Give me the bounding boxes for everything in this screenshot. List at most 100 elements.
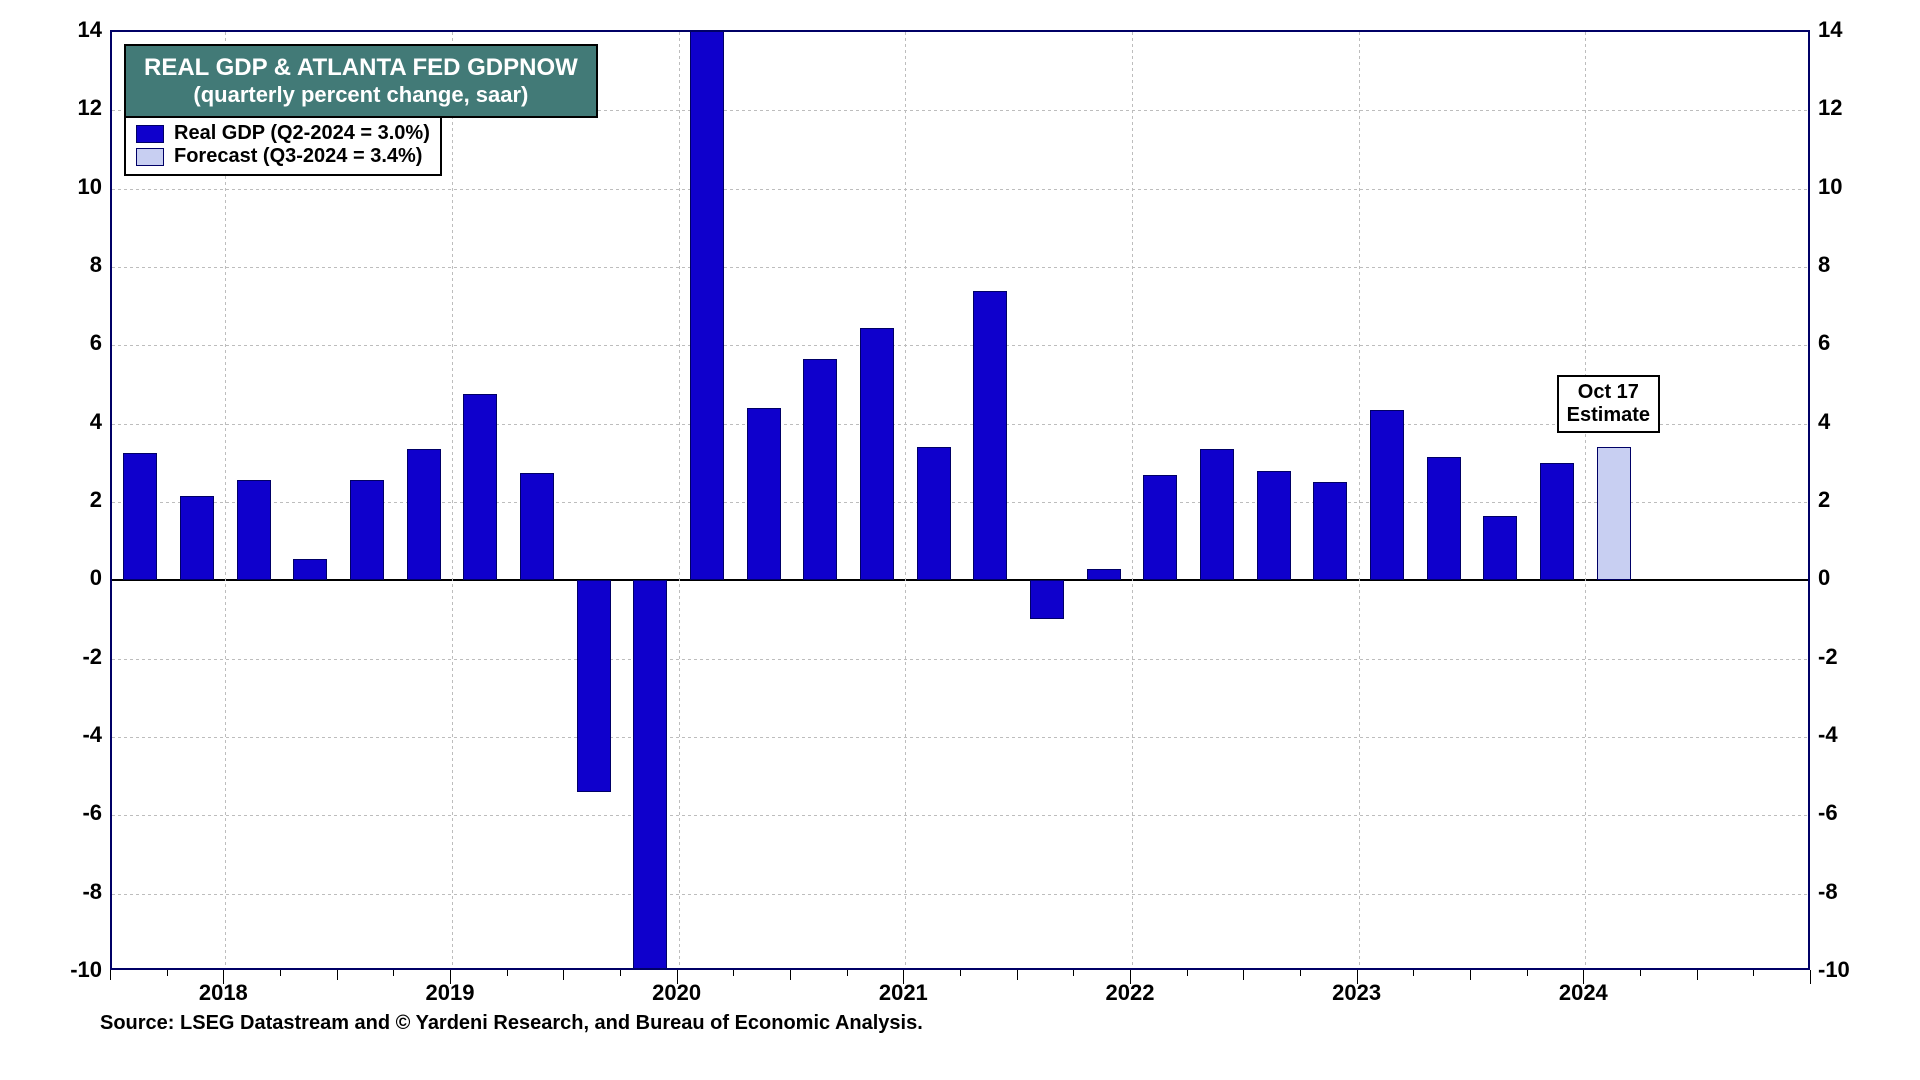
x-tick-mark [393, 970, 394, 976]
bar-real [860, 328, 894, 581]
bar-forecast [1597, 447, 1631, 580]
y-tick-label-left: -8 [60, 879, 102, 905]
bar-real [1313, 482, 1347, 580]
y-tick-label-right: 10 [1818, 174, 1842, 200]
gridline-h [112, 659, 1808, 660]
bar-real [1143, 475, 1177, 581]
gridline-h [112, 737, 1808, 738]
annotation-line2: Estimate [1567, 404, 1650, 427]
x-tick-mark [337, 970, 338, 980]
bar-real [803, 359, 837, 580]
chart-title-line2: (quarterly percent change, saar) [144, 82, 578, 108]
x-tick-mark [450, 970, 451, 984]
legend-swatch [136, 148, 164, 166]
bar-real [747, 408, 781, 580]
y-tick-label-left: -4 [60, 722, 102, 748]
bar-real [633, 580, 667, 970]
x-tick-mark [223, 970, 224, 984]
bar-real [237, 480, 271, 580]
x-tick-mark [1527, 970, 1528, 976]
gdp-chart: -10-8-6-4-202468101214 -10-8-6-4-2024681… [60, 30, 1860, 1050]
y-tick-label-right: 2 [1818, 487, 1830, 513]
x-tick-mark [110, 970, 111, 980]
y-tick-label-right: 12 [1818, 95, 1842, 121]
annotation-line1: Oct 17 [1567, 381, 1650, 404]
bar-real [1540, 463, 1574, 581]
x-tick-mark [1810, 970, 1811, 984]
legend-label: Forecast (Q3-2024 = 3.4%) [174, 145, 422, 168]
bar-real [1427, 457, 1461, 580]
x-tick-mark [847, 970, 848, 976]
bar-real [690, 30, 724, 580]
bar-real [917, 447, 951, 580]
y-tick-label-right: -6 [1818, 800, 1838, 826]
y-tick-label-left: 4 [60, 409, 102, 435]
bar-real [463, 394, 497, 580]
y-tick-label-right: -4 [1818, 722, 1838, 748]
legend-item: Real GDP (Q2-2024 = 3.0%) [136, 122, 430, 145]
x-tick-mark [1583, 970, 1584, 984]
x-tick-mark [1017, 970, 1018, 980]
chart-title-panel: REAL GDP & ATLANTA FED GDPNOW (quarterly… [124, 44, 598, 118]
y-tick-label-left: 12 [60, 95, 102, 121]
x-tick-mark [790, 970, 791, 980]
x-tick-mark [960, 970, 961, 976]
gridline-h [112, 189, 1808, 190]
gridline-v [1132, 32, 1133, 968]
x-tick-mark [563, 970, 564, 980]
x-tick-mark [620, 970, 621, 976]
bar-real [973, 291, 1007, 581]
x-tick-mark [1640, 970, 1641, 976]
gridline-h [112, 815, 1808, 816]
y-tick-label-left: 0 [60, 565, 102, 591]
gridline-v [1585, 32, 1586, 968]
y-tick-label-left: -6 [60, 800, 102, 826]
annotation-estimate: Oct 17 Estimate [1557, 375, 1660, 433]
bar-real [350, 480, 384, 580]
legend-panel: Real GDP (Q2-2024 = 3.0%)Forecast (Q3-20… [124, 116, 442, 176]
y-tick-label-left: 10 [60, 174, 102, 200]
x-tick-mark [507, 970, 508, 976]
gridline-v [905, 32, 906, 968]
x-tick-mark [1187, 970, 1188, 976]
x-tick-mark [1697, 970, 1698, 980]
bar-real [1483, 516, 1517, 581]
y-tick-label-right: -2 [1818, 644, 1838, 670]
bar-real [577, 580, 611, 792]
bar-real [407, 449, 441, 580]
x-tick-mark [903, 970, 904, 984]
bar-real [1087, 569, 1121, 581]
bar-real [1200, 449, 1234, 580]
y-tick-label-right: 8 [1818, 252, 1830, 278]
x-tick-mark [1357, 970, 1358, 984]
bar-real [123, 453, 157, 580]
gridline-v [452, 32, 453, 968]
gridline-v [679, 32, 680, 968]
x-tick-mark [1300, 970, 1301, 976]
gridline-h [112, 894, 1808, 895]
x-tick-mark [1243, 970, 1244, 980]
y-tick-label-left: 2 [60, 487, 102, 513]
x-tick-mark [1073, 970, 1074, 976]
bar-real [180, 496, 214, 580]
gridline-h [112, 345, 1808, 346]
bar-real [1030, 580, 1064, 619]
y-tick-label-left: 6 [60, 330, 102, 356]
y-tick-label-left: 8 [60, 252, 102, 278]
y-tick-label-right: 6 [1818, 330, 1830, 356]
y-tick-label-left: -2 [60, 644, 102, 670]
x-tick-mark [1470, 970, 1471, 980]
gridline-h [112, 424, 1808, 425]
gridline-v [1359, 32, 1360, 968]
y-tick-label-right: 14 [1818, 17, 1842, 43]
bar-real [1257, 471, 1291, 581]
x-tick-mark [677, 970, 678, 984]
x-tick-mark [167, 970, 168, 976]
x-tick-mark [280, 970, 281, 976]
x-tick-mark [1413, 970, 1414, 976]
bar-real [1370, 410, 1404, 580]
x-tick-mark [733, 970, 734, 976]
x-tick-mark [1130, 970, 1131, 984]
legend-swatch [136, 125, 164, 143]
bar-real [520, 473, 554, 581]
